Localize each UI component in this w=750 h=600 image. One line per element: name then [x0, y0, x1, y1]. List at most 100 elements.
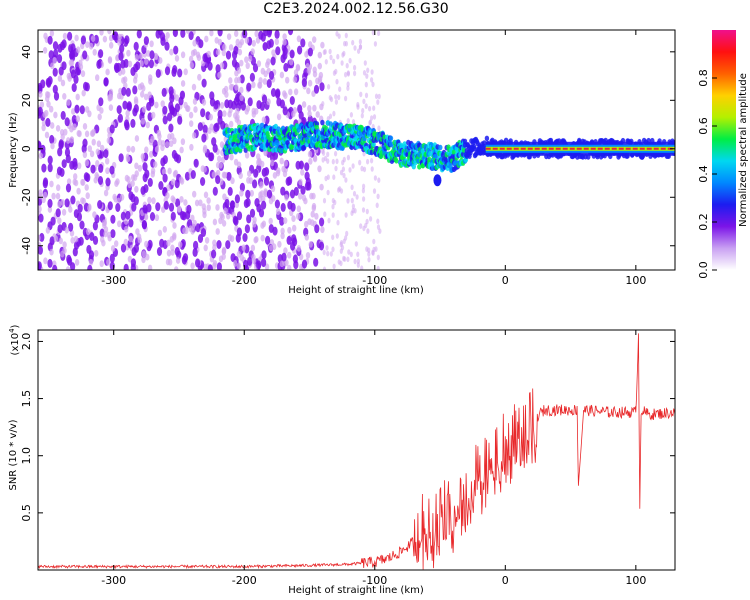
spectrogram-noise-mark — [107, 57, 113, 64]
spectrogram-noise-mark — [85, 41, 90, 48]
spectrogram-noise-mark — [174, 246, 180, 256]
spectrogram-noise-mark — [337, 33, 341, 39]
spectrogram-noise-mark — [373, 175, 377, 181]
spectrogram-noise-mark — [291, 110, 296, 118]
snr-x-axis-label: Height of straight line (km) — [288, 585, 424, 596]
spectrogram-noise-mark — [296, 205, 301, 213]
spectrogram-noise-mark — [239, 59, 244, 67]
spectrogram-noise-mark — [293, 88, 299, 96]
spectrogram-noise-mark — [161, 168, 167, 176]
spectrogram-noise-mark — [319, 82, 325, 92]
spectrogram-noise-mark — [193, 158, 199, 168]
spectrogram-noise-mark — [286, 235, 292, 245]
spectrogram-noise-mark — [362, 150, 366, 157]
snr-y-tick-label: 2.0 — [20, 333, 33, 351]
spectrogram-noise-mark — [289, 189, 296, 199]
spectrogram-noise-mark — [47, 206, 53, 213]
spectrogram-noise-mark — [88, 250, 95, 260]
spectrogram-trace-mark — [417, 164, 422, 170]
spectrogram-noise-mark — [162, 115, 168, 125]
spectrogram-noise-mark — [263, 30, 269, 37]
spectrogram-noise-mark — [202, 53, 208, 63]
spectrogram-noise-mark — [327, 217, 331, 224]
spectrogram-noise-mark — [280, 186, 286, 196]
spectrogram-noise-mark — [110, 214, 116, 224]
spectrogram-noise-mark — [298, 160, 304, 170]
spectrogram-noise-mark — [334, 94, 338, 100]
spectrogram-noise-mark — [345, 230, 349, 237]
spectrogram-noise-mark — [301, 78, 307, 88]
spectrogram-noise-mark — [209, 152, 215, 162]
spectrogram-noise-mark — [116, 197, 121, 205]
spectrogram-noise-mark — [156, 129, 161, 137]
spectrogram-noise-mark — [55, 192, 61, 200]
spectrogram-noise-mark — [134, 54, 140, 61]
spectrogram-noise-mark — [329, 251, 333, 257]
spectrogram-noise-mark — [347, 249, 351, 255]
spectrogram-noise-mark — [141, 250, 147, 258]
spectrogram-noise-mark — [188, 55, 194, 63]
spectrogram-noise-mark — [335, 158, 339, 165]
spectrogram-noise-mark — [147, 239, 153, 249]
spectrogram-noise-mark — [117, 113, 123, 123]
spectrogram-noise-mark — [200, 108, 206, 118]
spectrogram-noise-mark — [60, 133, 65, 141]
spectrogram-noise-mark — [149, 150, 154, 158]
spectrogram-noise-mark — [170, 211, 176, 221]
spectrogram-noise-mark — [144, 240, 149, 248]
spectrogram-noise-mark — [141, 85, 146, 92]
spectrogram-noise-mark — [109, 41, 114, 49]
spectrogram-noise-mark — [57, 200, 62, 208]
spectrogram-noise-mark — [256, 260, 262, 270]
spectrogram-noise-mark — [282, 106, 288, 116]
spectrogram-noise-mark — [174, 103, 180, 113]
spectrogram-noise-mark — [335, 233, 339, 239]
spectrogram-noise-mark — [99, 107, 104, 114]
spectrogram-noise-mark — [75, 93, 80, 101]
spectrogram-noise-mark — [301, 259, 308, 269]
spectrogram-noise-mark — [282, 170, 288, 178]
spectrogram-noise-mark — [251, 40, 256, 47]
spectrogram-noise-mark — [274, 30, 280, 39]
spectrogram-noise-mark — [321, 101, 325, 107]
spectrogram-noise-mark — [315, 77, 320, 85]
spectrogram-noise-mark — [192, 39, 197, 47]
spectrogram-noise-mark — [245, 189, 251, 199]
spectrogram-noise-mark — [133, 243, 139, 253]
spectrogram-noise-mark — [233, 45, 239, 55]
spectrogram-noise-mark — [67, 31, 73, 41]
spectrogram-noise-mark — [185, 30, 191, 34]
spectrogram-noise-mark — [336, 53, 340, 60]
spectrogram-noise-mark — [301, 101, 307, 108]
spectrogram-noise-mark — [234, 77, 239, 84]
spectrogram-noise-mark — [304, 220, 309, 228]
colorbar-gradient — [712, 30, 736, 270]
spectrogram-noise-mark — [184, 171, 191, 181]
spectrogram-noise-mark — [222, 43, 227, 51]
spectrogram-noise-mark — [100, 144, 105, 152]
spectrogram-noise-mark — [263, 188, 268, 196]
spectrogram-noise-mark — [268, 244, 274, 252]
spectrogram-noise-mark — [245, 197, 251, 207]
spectrogram-noise-mark — [158, 181, 164, 190]
snr-ticks: -300 -200 -100 0 100 0.5 1.0 1.5 2.0 — [20, 330, 675, 587]
spectrogram-y-tick-label: 0 — [20, 145, 33, 152]
spectrogram-noise-mark — [259, 181, 264, 189]
spectrogram-noise-mark — [46, 100, 51, 108]
spectrogram-noise-mark — [167, 167, 172, 175]
spectrogram-noise-mark — [117, 220, 122, 228]
spectrogram-noise-mark — [202, 207, 207, 215]
spectrogram-trace-mark — [243, 147, 248, 153]
spectrogram-noise-mark — [39, 232, 45, 242]
spectrogram-noise-mark — [127, 255, 133, 263]
spectrogram-noise-mark — [293, 69, 299, 76]
spectrogram-noise-mark — [236, 67, 242, 74]
spectrogram-noise-mark — [47, 35, 53, 45]
spectrogram-noise-mark — [227, 99, 233, 109]
spectrogram-noise-mark — [132, 174, 138, 182]
spectrogram-noise-mark — [300, 185, 306, 195]
spectrogram-noise-mark — [143, 213, 148, 221]
spectrogram-noise-mark — [123, 238, 128, 246]
spectrogram-noise-mark — [70, 237, 75, 244]
spectrogram-noise-mark — [58, 66, 64, 76]
